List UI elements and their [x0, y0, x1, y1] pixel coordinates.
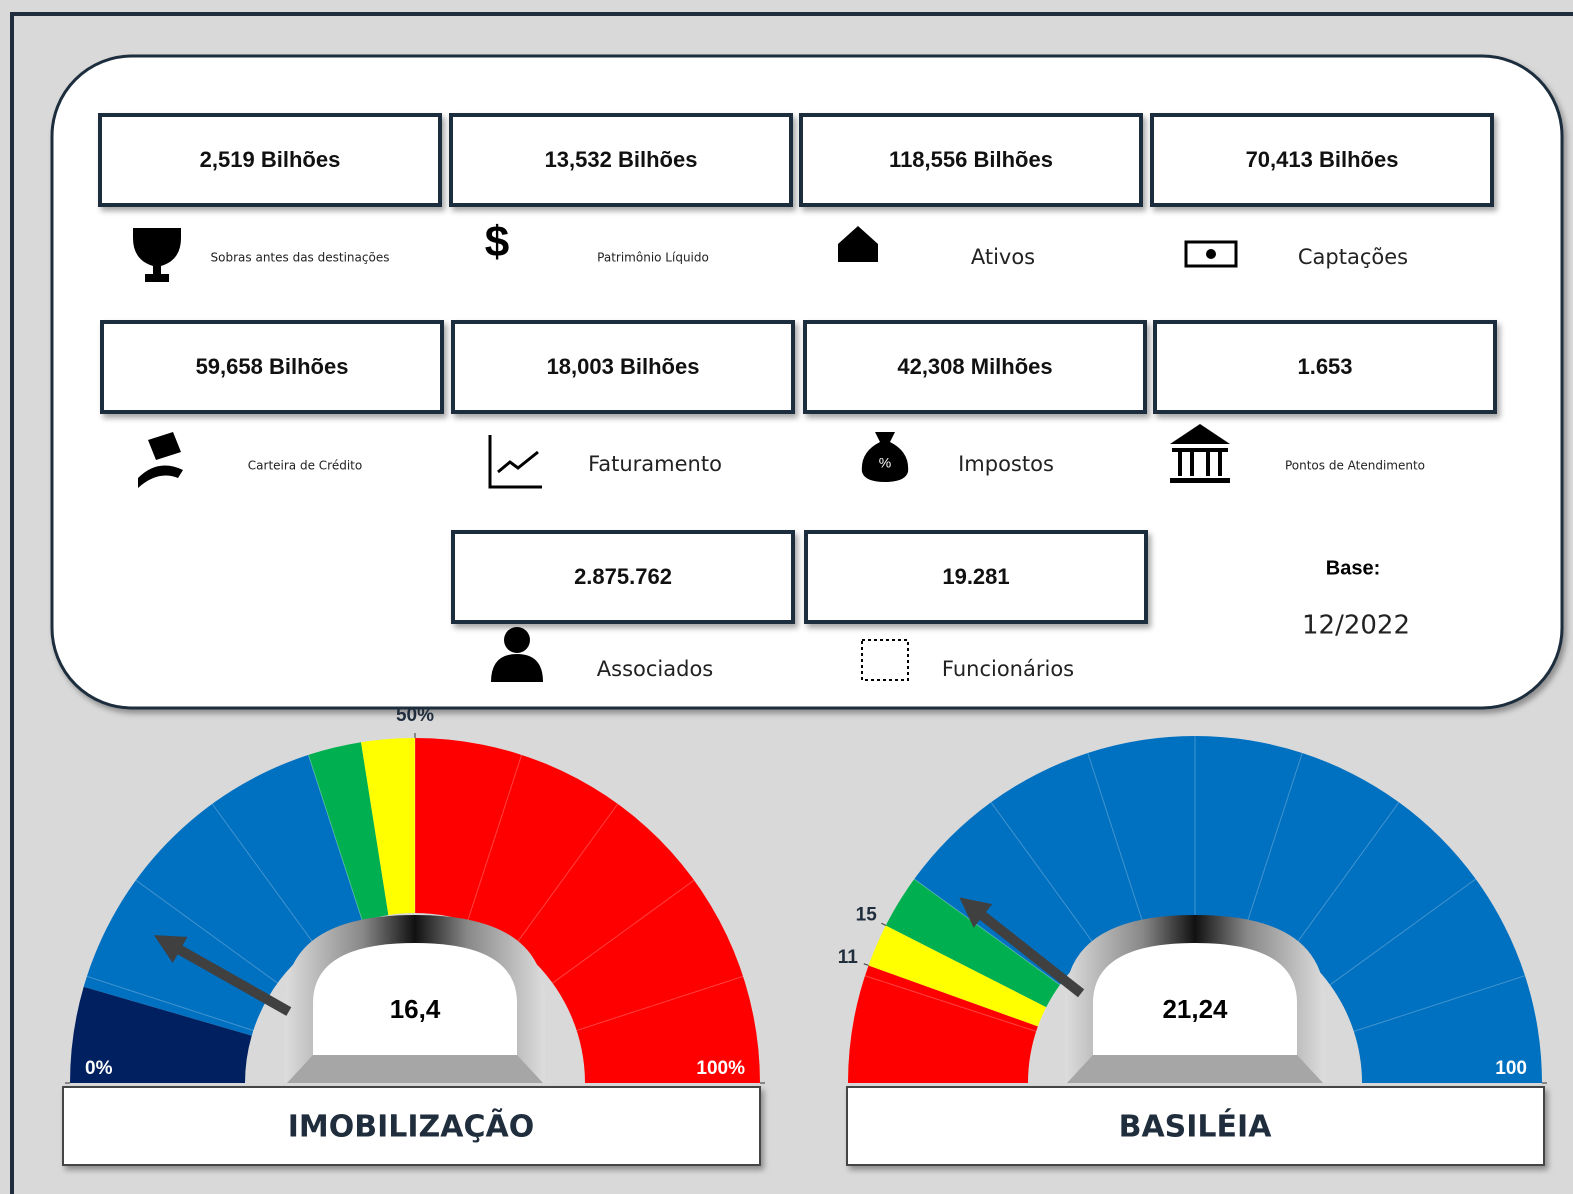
- gauge-value: 16,4: [390, 994, 441, 1024]
- gauge-divider: [1246, 752, 1303, 925]
- kpi-label: Ativos: [971, 245, 1035, 269]
- gauge-divider: [913, 878, 1061, 986]
- kpi-label: Captações: [1298, 245, 1408, 269]
- kpi-value: 59,658 Bilhões: [196, 354, 349, 379]
- kpi-label: Patrimônio Líquido: [597, 251, 709, 265]
- chart-icon-line: [497, 450, 539, 474]
- gauge-divider: [552, 879, 695, 984]
- gauge-title: BASILÉIA: [1119, 1109, 1273, 1145]
- kpi-value: 2.875.762: [574, 564, 672, 589]
- kpi-value: 118,556 Bilhões: [889, 147, 1053, 172]
- gauge-divider: [576, 975, 744, 1031]
- kpi-card: [804, 530, 1148, 624]
- kpi-value: 2,519 Bilhões: [200, 147, 341, 172]
- kpi-label: Associados: [597, 657, 713, 681]
- gauge-hub-face: [313, 943, 517, 1055]
- gauge-divider: [307, 754, 363, 922]
- gauge-band: [70, 986, 252, 1083]
- gauge-tick-label: 0%: [85, 1058, 113, 1079]
- cash-icon-coin: [1206, 249, 1216, 259]
- gauge-divider: [86, 975, 254, 1031]
- icons: $ %: [133, 218, 1238, 682]
- kpi-label: Faturamento: [588, 452, 722, 476]
- kpi-card: [1153, 320, 1497, 414]
- kpi-label: Carteira de Crédito: [248, 459, 362, 473]
- gauge-tick-label: 50%: [396, 705, 434, 726]
- kpi-card: [1150, 113, 1494, 207]
- building-icon: [838, 226, 878, 262]
- kpi-label: Sobras antes das destinações: [211, 251, 390, 265]
- gauge-divider: [990, 801, 1098, 949]
- gauge-tick: [863, 963, 869, 966]
- gauge-band: [868, 925, 1047, 1027]
- gauge-band: [847, 965, 1038, 1083]
- kpi-card: [451, 320, 795, 414]
- gauge-title-box: [62, 1086, 761, 1166]
- kpi-card: [803, 320, 1147, 414]
- frame: [10, 12, 1573, 1194]
- gauge-divider: [211, 803, 316, 946]
- kpi-card: [451, 530, 795, 624]
- kpi-card: [799, 113, 1143, 207]
- gauge-hub-base: [287, 1055, 543, 1083]
- kpi-value: 13,532 Bilhões: [545, 147, 698, 172]
- trophy-icon: [133, 228, 181, 282]
- person-icon-head: [504, 627, 530, 653]
- gauge-band: [308, 742, 389, 922]
- gauge-divider: [1353, 975, 1526, 1032]
- gauge-tick: [881, 922, 887, 926]
- dollar-icon: $: [485, 218, 509, 267]
- gauge-needle: [153, 935, 292, 1016]
- chart-icon-axis: [488, 435, 542, 489]
- kpi-value: 70,413 Bilhões: [1246, 147, 1399, 172]
- cash-icon: [1184, 240, 1238, 268]
- gauge-divider: [1087, 752, 1144, 925]
- gauge-tick-label: 100%: [696, 1058, 745, 1079]
- bank-icon: [1170, 424, 1230, 483]
- gauge-divider: [1292, 801, 1400, 949]
- kpi-value: 42,308 Milhões: [897, 354, 1052, 379]
- kpi-label: Funcionários: [942, 657, 1074, 681]
- gauge-band: [361, 738, 415, 916]
- gauge-divider: [135, 879, 278, 984]
- kpi-card: [100, 320, 444, 414]
- gauge-band: [415, 738, 760, 1083]
- kpi-label: Impostos: [958, 452, 1054, 476]
- gauge-divider: [514, 803, 619, 946]
- credit-icon: [138, 432, 183, 488]
- gauge-divider: [1329, 878, 1477, 986]
- gauge-band: [83, 754, 363, 1036]
- gauge-title: IMOBILIZAÇÃO: [288, 1108, 535, 1145]
- kpi-label: Pontos de Atendimento: [1285, 459, 1425, 473]
- gauges: 16,4 0% 50% 100% IMOBILIZAÇÃO 21,24 11 15 100 BAS…: [62, 705, 1547, 1166]
- kpi-value: 18,003 Bilhões: [547, 354, 700, 379]
- gauge-band: [885, 879, 1060, 1008]
- kpi-value: 1.653: [1297, 354, 1352, 379]
- gauge-tick-label: 100: [1495, 1058, 1527, 1079]
- tax-bag-percent: %: [879, 455, 891, 471]
- gauge-tick-label: 11: [838, 947, 859, 968]
- tax-bag-icon: [861, 432, 909, 482]
- people-icon: [861, 639, 909, 681]
- kpi-card: [449, 113, 793, 207]
- cards: 2,519 Bilhões Sobras antes das destinaçõe…: [98, 113, 1497, 681]
- kpi-value: 19.281: [942, 564, 1009, 589]
- gauge-tick-label: 15: [856, 904, 878, 925]
- kpi-card: [98, 113, 442, 207]
- gauge-divider: [864, 975, 1037, 1032]
- gauge-title-box: [846, 1086, 1545, 1166]
- gauge-band: [914, 736, 1542, 1083]
- gauge-hub-face: [1093, 943, 1297, 1055]
- gauge-value: 21,24: [1162, 994, 1228, 1024]
- gauge-needle: [959, 897, 1085, 998]
- base-label: Base:: [1326, 557, 1380, 579]
- base-date: 12/2022: [1302, 611, 1410, 641]
- gauge-divider: [467, 754, 523, 922]
- person-icon-body: [491, 654, 543, 682]
- gauge-hub-base: [1067, 1055, 1323, 1083]
